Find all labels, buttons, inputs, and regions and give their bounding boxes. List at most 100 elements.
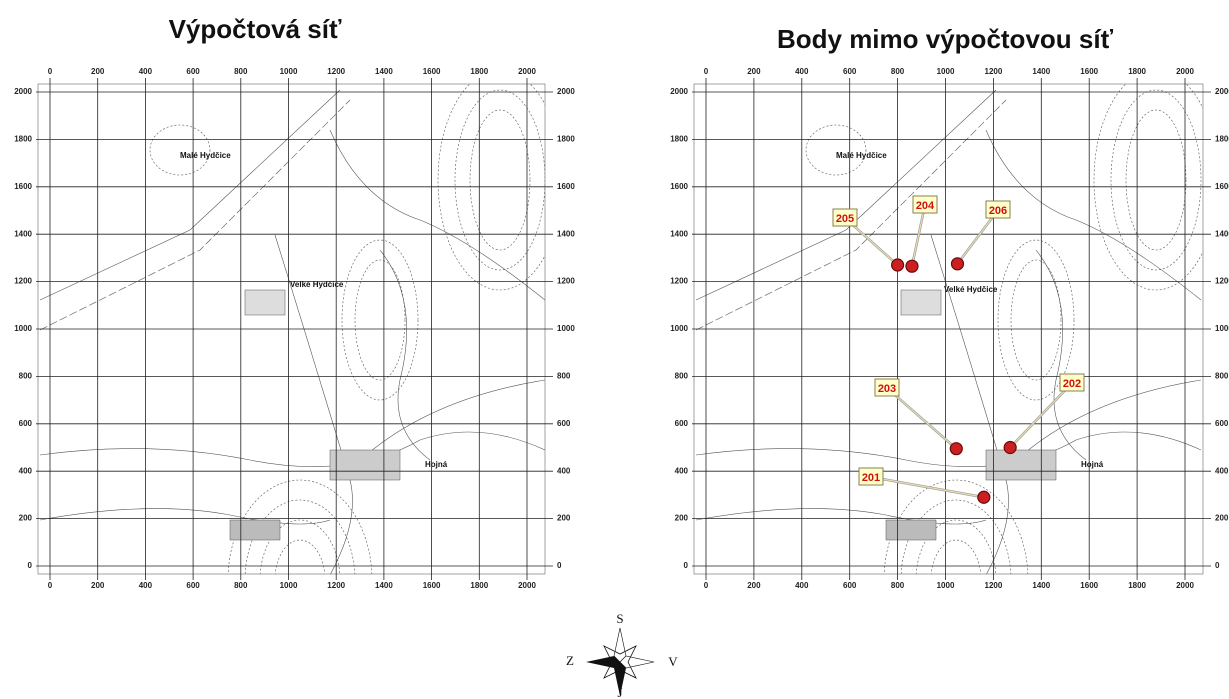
- leader-line: [956, 209, 999, 265]
- point-label: 203: [878, 383, 896, 395]
- place-label: Malé Hydčice: [836, 151, 887, 160]
- y-tick-label: 1600: [670, 182, 688, 191]
- y-tick-label: 600: [557, 419, 571, 428]
- y-tick-label: 1800: [14, 135, 32, 144]
- compass-star: [613, 627, 627, 663]
- map-panel: 0 0 200 200 400 400 600 600 800 800 1000 1000 1200 12…: [670, 67, 1229, 590]
- y-tick-label: 0: [684, 561, 689, 570]
- y-tick-label: 1600: [14, 182, 32, 191]
- x-tick-label: 2000: [1176, 67, 1194, 76]
- x-tick-label: 1200: [327, 67, 345, 76]
- y-tick-label: 1800: [670, 135, 688, 144]
- x-tick-label: 1200: [327, 581, 345, 590]
- x-tick-label: 0: [704, 581, 709, 590]
- x-tick-label: 1600: [1080, 581, 1098, 590]
- x-tick-label: 1600: [423, 581, 441, 590]
- y-tick-label: 1000: [557, 324, 575, 333]
- y-tick-label: 1400: [1215, 229, 1229, 238]
- point-label: 206: [989, 205, 1007, 217]
- point-label: 204: [916, 200, 935, 212]
- place-label: Hojná: [1081, 460, 1104, 469]
- x-tick-label: 1000: [937, 581, 955, 590]
- y-tick-label: 200: [557, 514, 571, 523]
- compass-label: J: [617, 685, 622, 699]
- point-label-box: [985, 200, 1011, 219]
- x-tick-label: 1400: [1032, 67, 1050, 76]
- y-tick-label: 2000: [14, 87, 32, 96]
- y-tick-label: 1400: [557, 229, 575, 238]
- point-label-box: [1059, 373, 1085, 392]
- y-tick-label: 800: [19, 372, 33, 381]
- point-label-box: [912, 195, 938, 214]
- y-tick-label: 800: [557, 372, 571, 381]
- y-tick-label: 1800: [557, 135, 575, 144]
- compass-label: S: [616, 611, 623, 626]
- y-tick-label: 800: [1215, 372, 1229, 381]
- y-tick-label: 2000: [1215, 87, 1229, 96]
- y-tick-label: 800: [675, 372, 689, 381]
- point-label-box: [874, 378, 900, 397]
- point: [977, 490, 991, 504]
- x-tick-label: 200: [91, 581, 105, 590]
- y-tick-label: 0: [1215, 561, 1220, 570]
- compass-label: Z: [566, 653, 574, 668]
- leader-line: [886, 387, 957, 450]
- x-tick-label: 600: [186, 581, 200, 590]
- y-tick-label: 1200: [14, 277, 32, 286]
- y-tick-label: 1000: [14, 324, 32, 333]
- compass-star: [619, 655, 655, 669]
- y-tick-label: 1600: [557, 182, 575, 191]
- x-tick-label: 600: [186, 67, 200, 76]
- point: [949, 442, 963, 456]
- x-tick-label: 400: [795, 67, 809, 76]
- x-tick-label: 1000: [280, 581, 298, 590]
- point-label-box: [858, 467, 884, 486]
- y-tick-label: 0: [557, 561, 562, 570]
- y-tick-label: 1000: [1215, 324, 1229, 333]
- panel-title: Výpočtová síť: [169, 14, 342, 44]
- y-tick-label: 600: [1215, 419, 1229, 428]
- y-tick-label: 1200: [1215, 277, 1229, 286]
- x-tick-label: 400: [139, 581, 153, 590]
- y-tick-label: 600: [19, 419, 33, 428]
- x-tick-label: 1400: [1032, 581, 1050, 590]
- x-tick-label: 200: [747, 67, 761, 76]
- leader-line: [870, 476, 984, 498]
- x-tick-label: 800: [891, 581, 905, 590]
- y-tick-label: 200: [1215, 514, 1229, 523]
- y-tick-label: 600: [675, 419, 689, 428]
- x-tick-label: 1800: [470, 67, 488, 76]
- y-tick-label: 2000: [557, 87, 575, 96]
- x-tick-label: 1800: [470, 581, 488, 590]
- y-tick-label: 200: [675, 514, 689, 523]
- compass-label: V: [668, 654, 678, 669]
- x-tick-label: 200: [747, 581, 761, 590]
- x-tick-label: 1800: [1128, 581, 1146, 590]
- y-tick-label: 1400: [670, 229, 688, 238]
- place-label: Hojná: [425, 460, 448, 469]
- x-tick-label: 0: [48, 67, 53, 76]
- x-tick-label: 200: [91, 67, 105, 76]
- x-tick-label: 1400: [375, 581, 393, 590]
- compass: S Z V J: [566, 611, 678, 699]
- y-tick-label: 1600: [1215, 182, 1229, 191]
- x-tick-label: 2000: [518, 581, 536, 590]
- y-tick-label: 400: [557, 466, 571, 475]
- point: [890, 258, 905, 272]
- x-tick-label: 800: [234, 67, 248, 76]
- y-tick-label: 1200: [670, 277, 688, 286]
- place-label: Velké Hydčice: [290, 280, 344, 289]
- x-tick-label: 800: [234, 581, 248, 590]
- x-tick-label: 0: [704, 67, 709, 76]
- x-tick-label: 1400: [375, 67, 393, 76]
- x-tick-label: 400: [139, 67, 153, 76]
- y-tick-label: 1400: [14, 229, 32, 238]
- y-tick-label: 200: [19, 514, 33, 523]
- x-tick-label: 2000: [1176, 581, 1194, 590]
- x-tick-label: 1000: [280, 67, 298, 76]
- x-tick-label: 1200: [985, 67, 1003, 76]
- place-label: Velké Hydčice: [944, 285, 998, 294]
- y-tick-label: 400: [19, 466, 33, 475]
- leader-line: [911, 204, 926, 267]
- y-tick-label: 400: [1215, 466, 1229, 475]
